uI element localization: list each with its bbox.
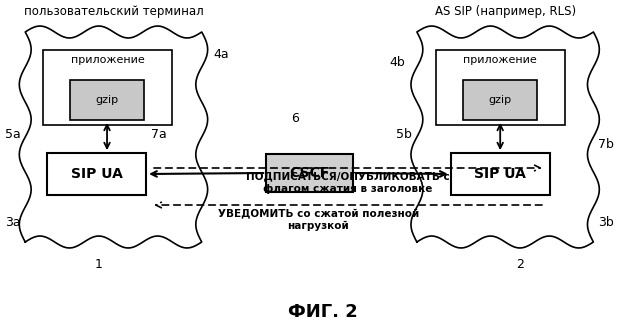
Text: 7a: 7a <box>151 128 167 142</box>
Text: 1: 1 <box>95 258 102 271</box>
Text: 6: 6 <box>291 112 299 124</box>
Bar <box>47 153 146 195</box>
Text: 5a: 5a <box>4 128 20 142</box>
Bar <box>436 50 564 125</box>
Text: AS SIP (например, RLS): AS SIP (например, RLS) <box>435 5 576 18</box>
Bar <box>70 80 144 120</box>
Text: 3b: 3b <box>598 215 614 228</box>
Text: CSCF: CSCF <box>290 166 330 180</box>
Text: пользовательский терминал: пользовательский терминал <box>24 5 204 18</box>
Bar <box>43 50 172 125</box>
Bar <box>25 32 202 242</box>
Text: ФИГ. 2: ФИГ. 2 <box>288 303 358 321</box>
Bar <box>417 32 593 242</box>
Bar <box>463 80 538 120</box>
Text: 5b: 5b <box>396 128 412 142</box>
Text: УВЕДОМИТЬ со сжатой полезной: УВЕДОМИТЬ со сжатой полезной <box>218 208 419 218</box>
Bar <box>451 153 550 195</box>
Text: 4a: 4a <box>214 49 229 61</box>
Text: ПОДПИСАТЬСЯ/ОПУБЛИКОВАТЬ с: ПОДПИСАТЬСЯ/ОПУБЛИКОВАТЬ с <box>246 171 450 181</box>
Text: флагом сжатия в заголовке: флагом сжатия в заголовке <box>263 184 433 194</box>
Text: приложение: приложение <box>463 55 537 65</box>
Text: 7b: 7b <box>598 139 614 151</box>
Text: gzip: gzip <box>488 95 512 105</box>
Text: приложение: приложение <box>70 55 145 65</box>
Text: SIP UA: SIP UA <box>70 167 123 181</box>
Text: SIP UA: SIP UA <box>474 167 526 181</box>
Text: gzip: gzip <box>95 95 118 105</box>
Text: 4b: 4b <box>389 55 405 69</box>
Text: 3a: 3a <box>4 215 20 228</box>
Text: 2: 2 <box>516 258 524 271</box>
Bar <box>266 154 353 192</box>
Text: нагрузкой: нагрузкой <box>287 221 349 231</box>
